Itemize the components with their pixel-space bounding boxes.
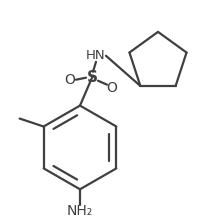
Text: S: S	[87, 70, 98, 85]
Text: NH₂: NH₂	[67, 204, 93, 218]
Text: HN: HN	[86, 49, 106, 62]
Text: O: O	[64, 73, 76, 87]
Text: O: O	[106, 81, 118, 95]
